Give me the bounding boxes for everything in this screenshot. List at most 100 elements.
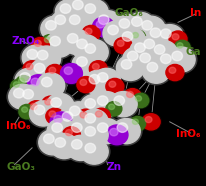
Circle shape — [37, 50, 48, 60]
Circle shape — [97, 123, 108, 132]
Circle shape — [90, 90, 122, 118]
Circle shape — [104, 101, 122, 117]
Circle shape — [131, 92, 149, 108]
Circle shape — [88, 60, 108, 78]
Circle shape — [48, 132, 80, 160]
Circle shape — [43, 31, 74, 59]
Circle shape — [147, 39, 178, 67]
Circle shape — [45, 32, 73, 57]
Circle shape — [140, 113, 160, 131]
Circle shape — [108, 81, 115, 87]
Circle shape — [30, 103, 37, 110]
Circle shape — [142, 114, 159, 130]
Text: Ga: Ga — [184, 47, 200, 57]
Circle shape — [91, 107, 111, 125]
Circle shape — [32, 46, 60, 71]
Circle shape — [41, 16, 69, 41]
Circle shape — [144, 116, 151, 123]
Circle shape — [92, 63, 99, 70]
Circle shape — [7, 83, 38, 111]
Circle shape — [173, 40, 189, 55]
Circle shape — [128, 116, 146, 132]
Circle shape — [129, 39, 157, 64]
Circle shape — [176, 43, 182, 48]
Circle shape — [122, 88, 142, 106]
Circle shape — [22, 60, 42, 78]
Circle shape — [84, 4, 95, 13]
Text: Zn: Zn — [106, 162, 121, 172]
Circle shape — [80, 94, 108, 120]
Circle shape — [62, 112, 73, 121]
Circle shape — [71, 140, 82, 149]
Circle shape — [61, 28, 92, 56]
Circle shape — [160, 29, 170, 39]
Circle shape — [165, 65, 183, 81]
Circle shape — [70, 33, 101, 62]
Circle shape — [118, 19, 129, 28]
Circle shape — [142, 58, 170, 83]
Circle shape — [71, 123, 82, 132]
Circle shape — [114, 38, 131, 54]
Circle shape — [92, 118, 120, 144]
Circle shape — [95, 111, 102, 117]
Circle shape — [168, 67, 175, 73]
Circle shape — [67, 0, 95, 21]
Circle shape — [84, 126, 95, 136]
Circle shape — [126, 91, 133, 97]
Circle shape — [132, 119, 138, 124]
Circle shape — [93, 11, 121, 36]
Circle shape — [13, 88, 24, 98]
Circle shape — [84, 99, 95, 108]
Circle shape — [77, 77, 94, 93]
Circle shape — [41, 34, 58, 50]
Circle shape — [60, 64, 82, 83]
Circle shape — [37, 128, 68, 156]
Circle shape — [109, 92, 137, 117]
Circle shape — [121, 60, 131, 69]
Circle shape — [90, 67, 122, 95]
Circle shape — [34, 63, 45, 73]
Circle shape — [50, 98, 61, 107]
Circle shape — [133, 47, 164, 76]
Circle shape — [46, 65, 63, 81]
Circle shape — [45, 117, 76, 145]
Circle shape — [35, 71, 66, 100]
Circle shape — [46, 108, 63, 124]
Circle shape — [27, 101, 45, 117]
Circle shape — [36, 73, 64, 98]
Circle shape — [143, 22, 174, 50]
Circle shape — [60, 4, 70, 13]
Circle shape — [132, 32, 138, 38]
Circle shape — [80, 112, 86, 118]
Text: GaO₃: GaO₃ — [6, 162, 35, 172]
Circle shape — [43, 134, 54, 144]
Circle shape — [108, 104, 114, 110]
Circle shape — [66, 0, 97, 23]
Circle shape — [55, 106, 87, 134]
Circle shape — [22, 45, 50, 70]
Circle shape — [102, 21, 130, 46]
Circle shape — [28, 99, 59, 128]
Circle shape — [55, 138, 65, 147]
Circle shape — [80, 122, 108, 147]
Circle shape — [91, 16, 115, 38]
Circle shape — [49, 111, 55, 117]
Circle shape — [143, 39, 154, 49]
Circle shape — [64, 102, 92, 127]
Circle shape — [92, 68, 120, 94]
Circle shape — [19, 104, 35, 119]
Circle shape — [171, 51, 182, 61]
Circle shape — [78, 108, 109, 136]
Circle shape — [82, 69, 114, 97]
Circle shape — [49, 36, 60, 46]
Circle shape — [50, 133, 78, 159]
Circle shape — [110, 117, 141, 145]
Circle shape — [47, 118, 75, 144]
Circle shape — [128, 29, 146, 45]
Circle shape — [62, 127, 80, 143]
Circle shape — [34, 105, 45, 115]
Circle shape — [153, 23, 185, 51]
Circle shape — [48, 9, 80, 37]
Circle shape — [39, 130, 67, 155]
Circle shape — [92, 108, 110, 124]
